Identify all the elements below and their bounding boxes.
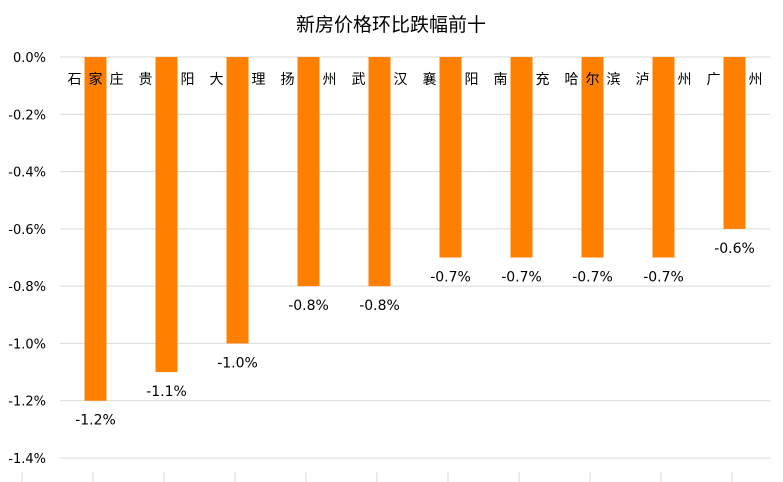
category-label: 贵 阳: [139, 72, 195, 88]
data-label: -0.6%: [714, 241, 755, 257]
category-label: 襄 阳: [423, 72, 479, 88]
y-tick-label: -0.6%: [8, 223, 46, 238]
chart-title: 新房价格环比跌幅前十: [296, 14, 486, 36]
data-label: -1.1%: [146, 384, 187, 400]
category-label: 广 州: [707, 72, 763, 88]
bar: [155, 57, 178, 373]
data-labels: -1.2% -1.1% -1.0% -0.8% -0.8% -0.7% -0.7% -0.7%…: [75, 241, 755, 429]
data-label: -0.7%: [643, 270, 684, 286]
y-tick-label: 0.0%: [13, 51, 46, 66]
bar: [652, 57, 675, 258]
category-label: 石家庄: [68, 71, 124, 88]
data-label: -1.0%: [217, 355, 258, 371]
y-tick-label: -1.4%: [8, 452, 46, 467]
x-axis: [21, 472, 733, 482]
y-tick-label: -0.2%: [8, 108, 46, 123]
bar: [439, 57, 462, 258]
bar: [510, 57, 533, 258]
bar: [226, 57, 249, 344]
y-tick-label: -0.8%: [8, 280, 46, 295]
data-label: -0.7%: [572, 270, 613, 286]
data-label: -0.8%: [288, 298, 329, 314]
category-label: 武 汉: [352, 72, 408, 88]
y-tick-label: -0.4%: [8, 166, 46, 181]
category-label: 南 充: [494, 72, 550, 88]
y-tick-label: -1.2%: [8, 395, 46, 410]
y-axis-ticks: 0.0% -0.2% -0.4% -0.6% -0.8% -1.0% -1.2% -1.4%: [8, 51, 46, 467]
bar: [84, 57, 107, 401]
bars: [84, 57, 746, 401]
data-label: -0.7%: [430, 270, 471, 286]
bar: [297, 57, 320, 287]
bar: [723, 57, 746, 229]
category-label: 扬 州: [281, 72, 337, 88]
bar: [368, 57, 391, 287]
data-label: -0.8%: [359, 298, 400, 314]
gridlines: [60, 56, 770, 459]
category-label: 大 理: [210, 72, 266, 88]
category-label: 哈尔滨: [565, 72, 621, 88]
data-label: -1.2%: [75, 413, 116, 429]
data-label: -0.7%: [501, 270, 542, 286]
bar: [581, 57, 604, 258]
y-tick-label: -1.0%: [8, 337, 46, 352]
category-label: 泸 州: [636, 72, 692, 88]
